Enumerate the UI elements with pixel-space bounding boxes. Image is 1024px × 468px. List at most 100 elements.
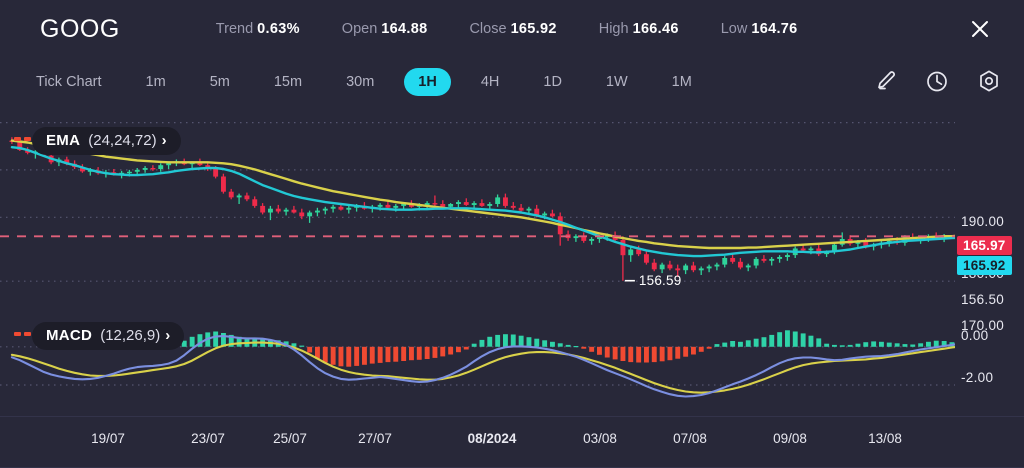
price-tick: 190.00 bbox=[961, 214, 1005, 229]
timer-icon[interactable] bbox=[924, 68, 950, 94]
candle-body bbox=[346, 207, 352, 210]
timeframe-4h[interactable]: 4H bbox=[480, 74, 500, 90]
candle-body bbox=[275, 208, 281, 212]
candle-body bbox=[651, 262, 657, 270]
timeframe-1w[interactable]: 1W bbox=[605, 74, 628, 90]
candle-body bbox=[542, 213, 548, 216]
candle-body bbox=[252, 199, 258, 206]
candle-body bbox=[581, 236, 587, 241]
quote-stat-close: Close 165.92 bbox=[469, 21, 556, 37]
close-price-badge: 165.92 bbox=[957, 256, 1012, 275]
timeframe-30m[interactable]: 30m bbox=[346, 74, 375, 90]
macd-indicator-pill[interactable]: MACD (12,26,9) › bbox=[32, 322, 185, 350]
candle-body bbox=[550, 213, 555, 217]
time-tick: 27/07 bbox=[358, 431, 392, 446]
macd-histogram-bar bbox=[659, 346, 665, 362]
stat-value: 165.92 bbox=[510, 21, 557, 37]
timeframe-1m[interactable]: 1m bbox=[145, 74, 166, 90]
candle-body bbox=[64, 159, 70, 164]
stat-key: Open bbox=[341, 21, 382, 37]
time-tick: 25/07 bbox=[273, 431, 307, 446]
timeframe-15m[interactable]: 15m bbox=[273, 74, 303, 90]
candle-body bbox=[534, 208, 540, 216]
ema-color-swatch bbox=[14, 137, 32, 141]
timeframe-1d[interactable]: 1D bbox=[543, 74, 562, 90]
candle-body bbox=[315, 210, 320, 213]
macd-histogram-bar bbox=[808, 335, 814, 347]
macd-histogram-bar bbox=[377, 346, 383, 363]
candle-body bbox=[213, 169, 219, 177]
candle-body bbox=[25, 150, 31, 153]
chart-canvas[interactable] bbox=[0, 106, 955, 416]
candle-body bbox=[330, 206, 336, 209]
stat-value: 164.76 bbox=[751, 21, 798, 37]
time-tick: 13/08 bbox=[868, 431, 902, 446]
macd-histogram-bar bbox=[847, 344, 853, 347]
macd-histogram-bar bbox=[620, 346, 626, 361]
macd-histogram-bar bbox=[369, 346, 375, 364]
candle-body bbox=[228, 191, 234, 198]
macd-histogram-bar bbox=[816, 338, 822, 347]
ema-line bbox=[10, 139, 955, 250]
macd-histogram-bar bbox=[644, 346, 649, 363]
timeframe-5m[interactable]: 5m bbox=[209, 74, 230, 90]
candle-body bbox=[401, 204, 407, 206]
candle-body bbox=[299, 212, 305, 217]
macd-histogram-bar bbox=[534, 338, 540, 347]
macd-histogram-bar bbox=[894, 343, 900, 347]
macd-histogram-bar bbox=[800, 333, 806, 347]
macd-histogram-bar bbox=[886, 342, 892, 347]
macd-histogram-bar bbox=[487, 336, 493, 347]
candle-body bbox=[424, 203, 430, 205]
stat-value: 0.63% bbox=[257, 21, 300, 37]
candle-body bbox=[440, 204, 446, 207]
macd-histogram-bar bbox=[416, 346, 422, 360]
macd-histogram-bar bbox=[832, 344, 837, 347]
candle-body bbox=[260, 205, 266, 213]
stat-key: Trend bbox=[215, 21, 258, 37]
candle-body bbox=[597, 237, 602, 239]
price-axis: 190.00 180.00 170.00 165.97 165.92 156.5… bbox=[955, 106, 1024, 416]
macd-histogram-bar bbox=[518, 335, 524, 347]
close-icon[interactable] bbox=[964, 13, 996, 45]
macd-tick: 0.00 bbox=[961, 328, 989, 343]
stat-key: Low bbox=[720, 21, 752, 37]
candle-body bbox=[745, 265, 751, 268]
ema-indicator-pill[interactable]: EMA (24,24,72) › bbox=[32, 127, 181, 155]
macd-histogram-bar bbox=[197, 334, 203, 347]
settings-gear-icon[interactable] bbox=[976, 68, 1002, 94]
macd-histogram-bar bbox=[761, 337, 767, 347]
macd-histogram-bar bbox=[221, 333, 226, 347]
candle-body bbox=[628, 249, 634, 256]
timeframe-list: Tick Chart 1m 5m 15m 30m 1H 4H 1D 1W 1M bbox=[22, 68, 706, 96]
candle-body bbox=[738, 261, 743, 268]
candle-body bbox=[432, 203, 438, 205]
candle-body bbox=[291, 209, 297, 213]
quote-stat-trend: Trend 0.63% bbox=[216, 21, 300, 37]
quote-stats: Trend 0.63% Open 164.88 Close 165.92 High 1… bbox=[216, 21, 840, 37]
time-tick: 23/07 bbox=[191, 431, 225, 446]
macd-histogram-bar bbox=[651, 346, 657, 363]
macd-histogram-bar bbox=[503, 334, 508, 347]
macd-histogram-bar bbox=[863, 342, 869, 347]
candle-body bbox=[785, 255, 790, 257]
timeframe-1h[interactable]: 1H bbox=[404, 68, 451, 96]
macd-histogram-bar bbox=[839, 345, 845, 347]
candle-body bbox=[761, 258, 767, 261]
macd-histogram-bar bbox=[424, 346, 430, 359]
macd-color-swatch bbox=[14, 332, 32, 336]
candle-body bbox=[322, 208, 328, 211]
stat-value: 166.46 bbox=[632, 21, 679, 37]
candle-body bbox=[730, 258, 736, 262]
macd-histogram-bar bbox=[730, 341, 736, 347]
chevron-right-icon: › bbox=[161, 132, 167, 149]
timeframe-1m[interactable]: 1M bbox=[671, 74, 692, 90]
candle-body bbox=[503, 197, 508, 206]
candle-body bbox=[197, 162, 203, 166]
pencil-icon[interactable] bbox=[872, 68, 898, 94]
candle-body bbox=[769, 258, 775, 261]
macd-histogram-bar bbox=[565, 344, 571, 347]
timeframe-tick-chart[interactable]: Tick Chart bbox=[36, 74, 102, 90]
candle-body bbox=[158, 165, 164, 169]
